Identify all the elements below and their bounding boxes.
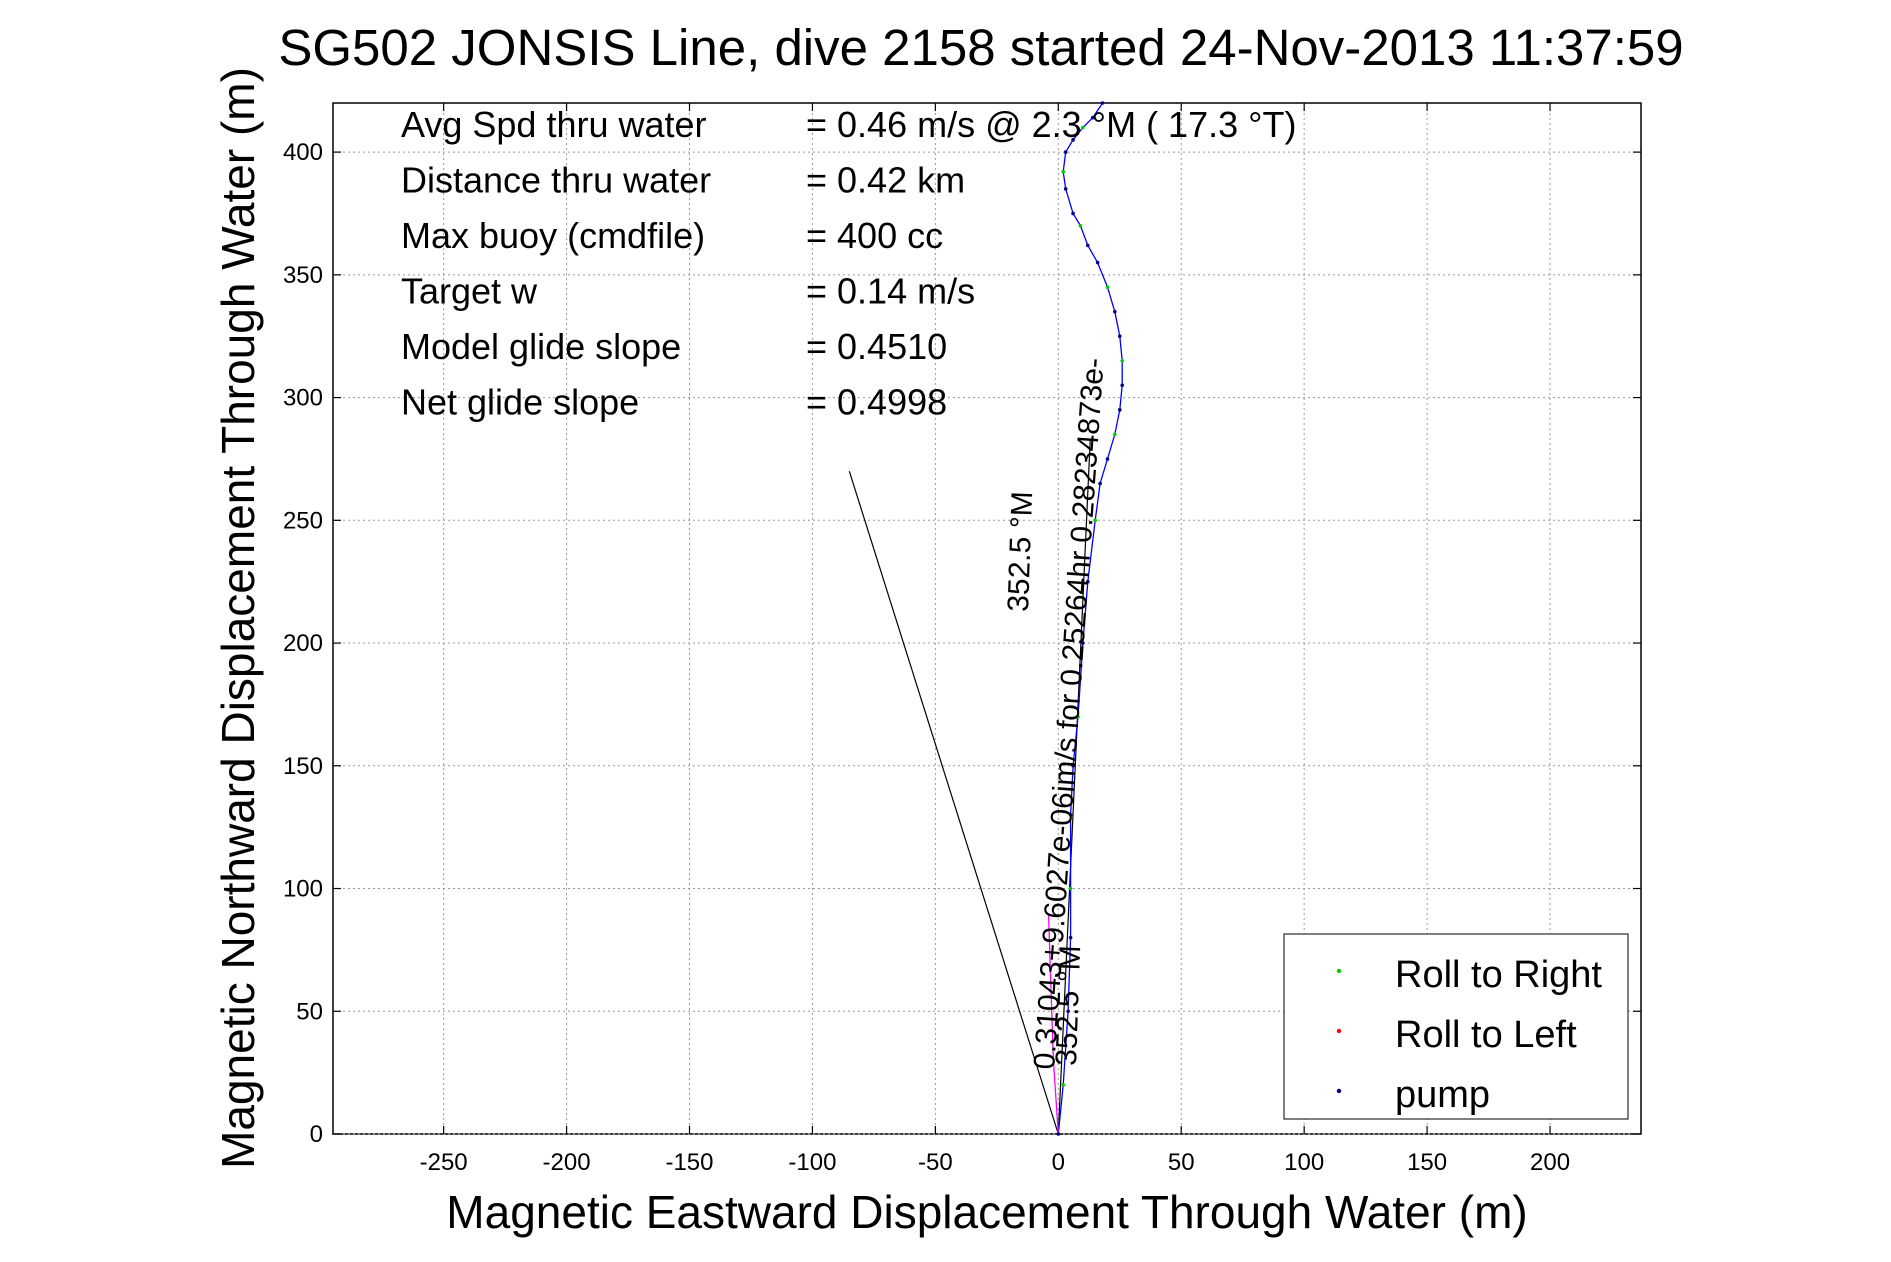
- stat-label: Max buoy (cmdfile): [401, 215, 705, 256]
- heading-annotation-lower: 352.5 °M: [1050, 945, 1087, 1066]
- chart-title: SG502 JONSIS Line, dive 2158 started 24-…: [278, 19, 1683, 76]
- legend-marker: [1336, 1028, 1342, 1034]
- legend-box: [1283, 933, 1629, 1120]
- stat-value: = 0.4510: [806, 326, 947, 367]
- track-point: [1061, 1083, 1066, 1087]
- y-tick-label: 150: [283, 753, 323, 780]
- track-point: [1100, 101, 1105, 105]
- track-point: [1056, 1132, 1061, 1136]
- track-point: [1105, 285, 1110, 289]
- legend-label: pump: [1395, 1074, 1490, 1116]
- track-point: [1068, 813, 1073, 817]
- y-tick-label: 100: [283, 876, 323, 903]
- track-point: [1086, 243, 1090, 248]
- x-tick-label: -250: [420, 1149, 468, 1176]
- x-tick-label: -100: [788, 1149, 836, 1176]
- reference-lines: [848, 439, 1091, 1135]
- x-tick-label: 150: [1407, 1149, 1447, 1176]
- track-point: [1098, 481, 1102, 486]
- track-point: [1078, 223, 1083, 228]
- heading-annotation-upper: 352.5 °M: [1002, 491, 1039, 612]
- stat-value: = 0.42 km: [806, 160, 965, 201]
- track-point: [1076, 714, 1080, 719]
- track-point: [1113, 309, 1117, 314]
- legend-marker: [1336, 968, 1342, 974]
- track-point: [1063, 150, 1068, 154]
- x-tick-label: 50: [1168, 1149, 1195, 1176]
- legend-marker: [1336, 1088, 1342, 1094]
- stat-label: Avg Spd thru water: [401, 104, 707, 145]
- track-point: [1061, 169, 1066, 174]
- stat-label: Model glide slope: [401, 326, 681, 367]
- x-tick-label: -200: [543, 1149, 591, 1176]
- heading-vector-line: [1057, 439, 1091, 1135]
- current-vector-line: [848, 471, 1059, 1135]
- track-markers: [1056, 101, 1125, 1136]
- stat-label: Target w: [401, 271, 538, 312]
- legend-label: Roll to Left: [1395, 1014, 1577, 1056]
- stats-block: Avg Spd thru water = 0.46 m/s @ 2.3 °M ( …: [401, 104, 1297, 423]
- y-tick-label: 0: [310, 1121, 323, 1148]
- track-point: [1093, 518, 1097, 523]
- track-point: [1117, 408, 1122, 412]
- track-point: [1117, 334, 1122, 339]
- track-point: [1113, 432, 1117, 437]
- track-point: [1095, 260, 1100, 265]
- y-tick-label: 400: [283, 139, 323, 166]
- track-point: [1090, 115, 1095, 120]
- track-point: [1071, 211, 1075, 216]
- y-axis-ticks: 0 50 100 150 200 250 300 350 400: [283, 139, 1641, 1148]
- y-tick-label: 250: [283, 507, 323, 534]
- x-tick-label: 100: [1284, 1149, 1324, 1176]
- x-tick-label: -50: [918, 1149, 953, 1176]
- stat-value: = 0.46 m/s @ 2.3 °M ( 17.3 °T): [806, 104, 1297, 145]
- track-point: [1068, 886, 1073, 891]
- y-tick-label: 350: [283, 262, 323, 289]
- stat-value: = 0.14 m/s: [806, 271, 975, 312]
- stat-label: Net glide slope: [401, 382, 639, 423]
- track-point: [1066, 1009, 1070, 1014]
- track-point: [1071, 763, 1075, 768]
- track-point: [1081, 641, 1085, 645]
- track-point: [1120, 383, 1125, 388]
- y-tick-label: 300: [283, 385, 323, 412]
- track-point: [1086, 579, 1090, 584]
- x-tick-label: 0: [1052, 1149, 1065, 1176]
- x-axis-label: Magnetic Eastward Displacement Through W…: [446, 1186, 1527, 1238]
- y-tick-label: 200: [283, 630, 323, 657]
- track-point: [1068, 935, 1073, 940]
- grid-lines: [333, 103, 1641, 1135]
- track-point: [1081, 125, 1085, 130]
- track-point: [1071, 138, 1075, 142]
- x-axis-ticks: -250 -200 -150 -100 -50 0 50 100 150 200: [420, 103, 1570, 1176]
- stat-value: = 0.4998: [806, 382, 947, 423]
- start-segment-line: [1047, 913, 1059, 1135]
- x-tick-label: 200: [1530, 1149, 1570, 1176]
- track-point: [1063, 187, 1068, 191]
- stat-value: = 400 cc: [806, 215, 943, 256]
- y-tick-label: 50: [296, 998, 323, 1025]
- y-axis-label: Magnetic Northward Displacement Through …: [212, 67, 264, 1169]
- track-point: [1105, 457, 1110, 461]
- legend-label: Roll to Right: [1395, 954, 1602, 996]
- track-point: [1120, 358, 1125, 363]
- x-tick-label: -150: [665, 1149, 713, 1176]
- legend: Roll to Right Roll to Left pump: [1283, 933, 1629, 1120]
- stat-label: Distance thru water: [401, 160, 711, 201]
